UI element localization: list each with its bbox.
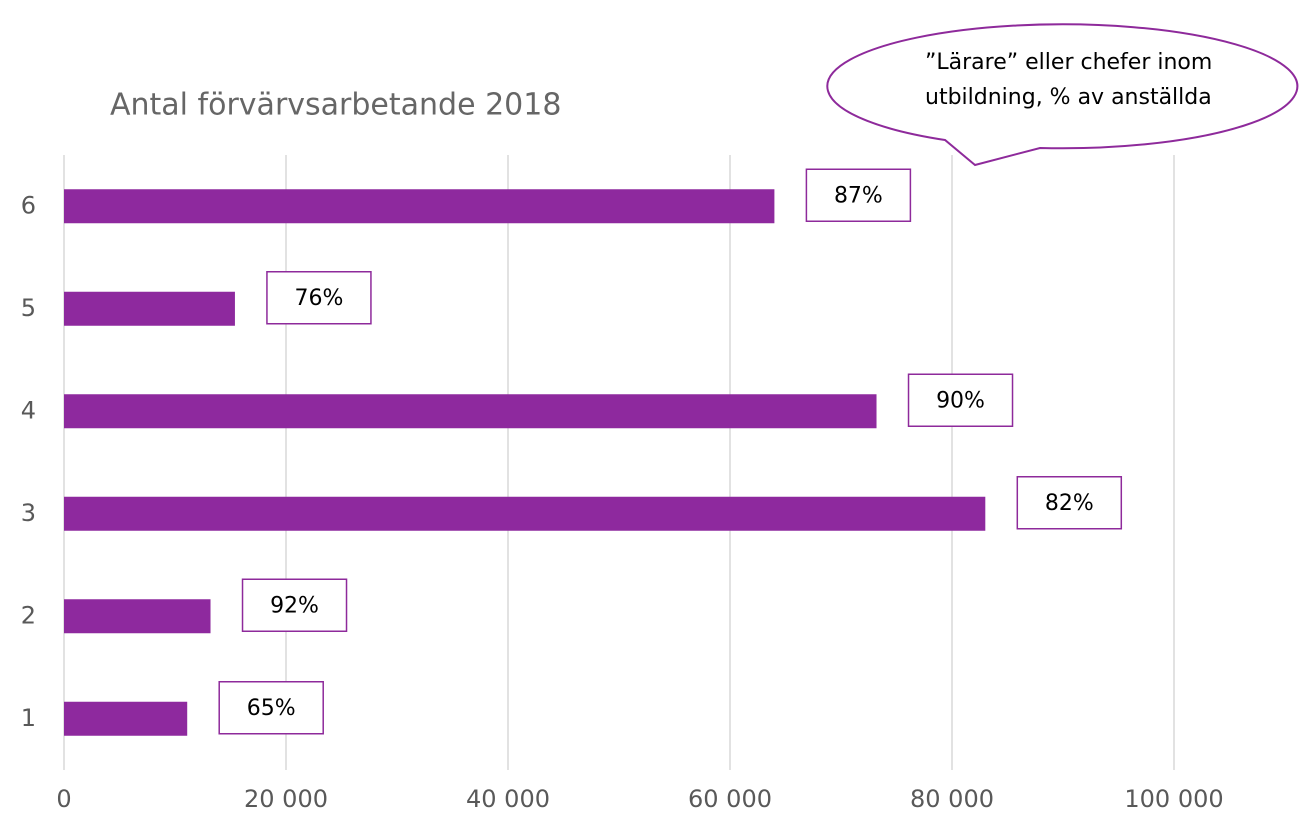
- share-label-box: [266, 271, 372, 325]
- y-tick-label: 6: [21, 191, 36, 219]
- y-tick-label: 4: [21, 396, 36, 424]
- share-label: 92%: [270, 593, 319, 618]
- bar: [64, 394, 877, 429]
- share-label-box: [1016, 476, 1123, 530]
- bar: [64, 496, 986, 531]
- x-tick-label: 60 000: [688, 785, 772, 813]
- x-tick-label: 0: [56, 785, 71, 813]
- x-tick-label: 40 000: [466, 785, 550, 813]
- y-tick-label: 2: [21, 601, 36, 629]
- share-label: 87%: [834, 183, 883, 208]
- y-tick-label: 1: [21, 704, 36, 732]
- bar: [64, 291, 235, 326]
- bar: [64, 599, 211, 634]
- share-label-box: [907, 373, 1014, 427]
- share-label-box: [805, 168, 912, 222]
- share-label: 65%: [247, 696, 296, 721]
- share-label-box: [218, 681, 324, 735]
- chart-title: Antal förvärvsarbetande 2018: [110, 88, 561, 123]
- x-tick-label: 100 000: [1124, 785, 1223, 813]
- y-tick-label: 5: [21, 294, 36, 322]
- y-tick-label: 3: [21, 499, 36, 527]
- share-label: 76%: [294, 286, 343, 311]
- share-label: 90%: [936, 388, 985, 413]
- share-label: 82%: [1045, 491, 1094, 516]
- bar: [64, 189, 775, 224]
- callout-bubble: [826, 23, 1299, 167]
- bar: [64, 701, 188, 736]
- callout-text: utbildning, % av anställda: [925, 85, 1212, 110]
- x-tick-label: 80 000: [910, 785, 994, 813]
- callout-text: ”Lärare” eller chefer inom: [925, 50, 1212, 75]
- share-label-box: [241, 578, 348, 632]
- x-tick-label: 20 000: [244, 785, 328, 813]
